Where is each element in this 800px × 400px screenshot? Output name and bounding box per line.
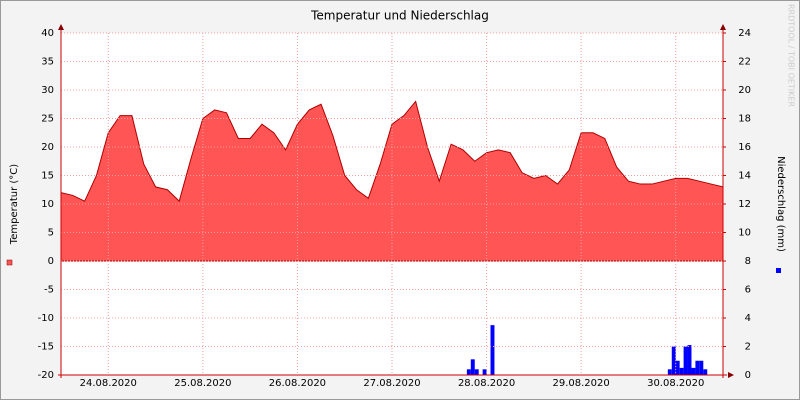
axis-arrow — [728, 372, 734, 378]
y2-tick-label: 14 — [738, 171, 751, 182]
rain-bar — [675, 360, 680, 375]
y-tick-label: 5 — [48, 228, 54, 239]
y2-tick-label: 20 — [738, 85, 751, 96]
y2-tick-label: 6 — [745, 285, 751, 296]
rain-bar — [679, 367, 684, 375]
rain-bar — [687, 345, 692, 375]
y2-tick-label: 12 — [738, 199, 751, 210]
axis-arrow — [720, 24, 726, 30]
y-tick-label: -10 — [38, 313, 54, 324]
y2-tick-label: 16 — [738, 142, 751, 153]
y-tick-label: -20 — [38, 370, 54, 381]
rain-bar — [699, 360, 704, 375]
y-tick-label: 20 — [41, 142, 54, 153]
y-tick-label: -15 — [38, 342, 54, 353]
y-tick-label: 10 — [41, 199, 54, 210]
y-tick-label: 15 — [41, 171, 54, 182]
rain-bar — [470, 359, 475, 375]
x-tick-label: 29.08.2020 — [553, 378, 610, 389]
rain-bar — [671, 346, 676, 375]
y2-tick-label: 18 — [738, 114, 751, 125]
temperature-area — [60, 100, 724, 262]
y2-tick-label: 4 — [745, 313, 751, 324]
y2-tick-label: 22 — [738, 57, 751, 68]
x-tick-label: 24.08.2020 — [80, 378, 137, 389]
x-tick-label: 30.08.2020 — [647, 378, 704, 389]
chart-title: Temperatur und Niederschlag — [310, 9, 489, 23]
y2-tick-label: 0 — [745, 370, 751, 381]
rain-bar — [466, 369, 471, 375]
legend-marker — [776, 268, 781, 273]
x-tick-label: 28.08.2020 — [458, 378, 515, 389]
rain-bar — [474, 369, 479, 375]
y-tick-label: 35 — [41, 57, 54, 68]
rain-bar — [695, 360, 700, 375]
x-tick-label: 25.08.2020 — [174, 378, 231, 389]
y2-tick-label: 2 — [745, 342, 751, 353]
x-tick-label: 26.08.2020 — [269, 378, 326, 389]
y-tick-label: 30 — [41, 85, 54, 96]
x-tick-label: 27.08.2020 — [363, 378, 420, 389]
y-axis-label: Temperatur (°C) — [9, 164, 20, 245]
rain-bar — [691, 367, 696, 375]
watermark: RRDTOOL / TOBI OETIKER — [787, 4, 796, 107]
y2-axis-label: Niederschlag (mm) — [775, 156, 786, 252]
y2-tick-label: 8 — [745, 256, 751, 267]
rain-bar — [490, 325, 495, 375]
y2-tick-label: 10 — [738, 228, 751, 239]
axis-arrow — [58, 24, 64, 30]
y-tick-label: 0 — [48, 256, 54, 267]
y-tick-label: 40 — [41, 28, 54, 39]
y-tick-label: -5 — [44, 285, 54, 296]
legend-marker — [6, 259, 13, 266]
y2-tick-label: 24 — [738, 28, 751, 39]
rain-bar — [482, 369, 487, 375]
rain-bar — [667, 369, 672, 375]
y-tick-label: 25 — [41, 114, 54, 125]
rain-bar — [683, 346, 688, 375]
rain-bar — [703, 369, 708, 375]
